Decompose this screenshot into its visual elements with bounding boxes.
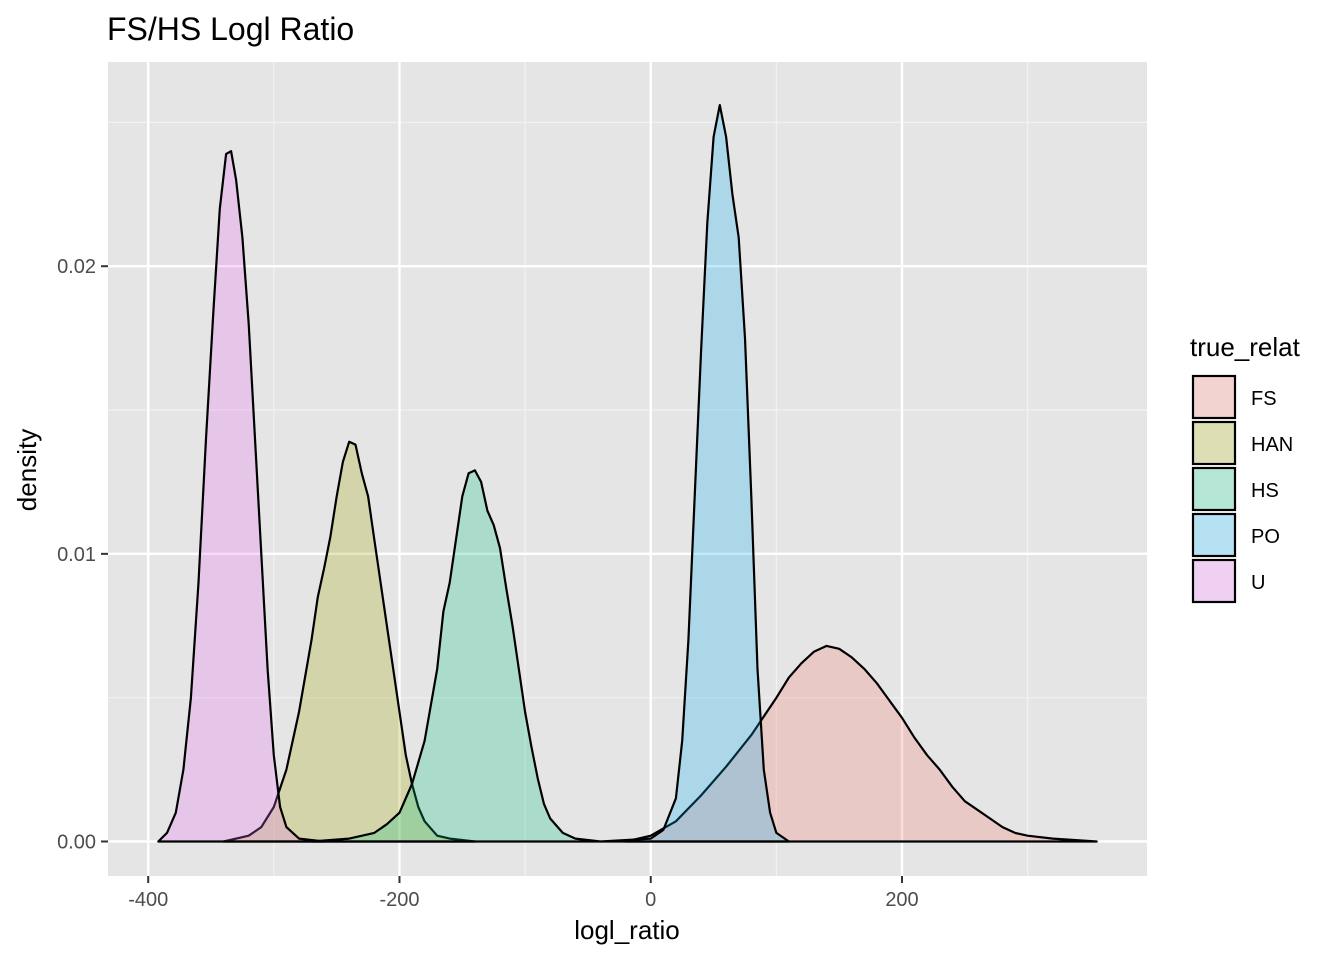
- density-area-po: [599, 104, 790, 843]
- y-axis: 0.00 0.01 0.02: [57, 256, 108, 853]
- legend: true_relat FS HAN HS PO U: [1190, 332, 1301, 604]
- legend-key-u: [1191, 558, 1237, 604]
- legend-key-fs: [1191, 374, 1237, 420]
- legend-key-po: [1191, 512, 1237, 558]
- x-tick-label: 0: [645, 889, 656, 911]
- legend-label-han: HAN: [1251, 434, 1293, 456]
- x-axis-title: logl_ratio: [574, 915, 680, 945]
- x-tick-label: -200: [379, 889, 419, 911]
- y-tick-label: 0.00: [57, 831, 96, 853]
- legend-key-bg: [1193, 376, 1235, 418]
- minor-gridlines: [108, 62, 1147, 876]
- legend-key-hs: [1191, 466, 1237, 512]
- density-area-hs: [310, 469, 602, 843]
- density-area-fs: [624, 644, 1098, 843]
- plot-panel: [108, 62, 1147, 876]
- chart-title: FS/HS Logl Ratio: [107, 11, 354, 47]
- density-areas: [157, 104, 1098, 843]
- legend-label-u: U: [1251, 572, 1265, 594]
- y-axis-title: density: [12, 429, 42, 511]
- legend-label-hs: HS: [1251, 480, 1279, 502]
- legend-key-bg: [1193, 560, 1235, 602]
- legend-key-bg: [1193, 514, 1235, 556]
- x-tick-label: -400: [128, 889, 168, 911]
- legend-key-bg: [1193, 422, 1235, 464]
- y-tick-label: 0.01: [57, 544, 96, 566]
- legend-key-han: [1191, 420, 1237, 466]
- x-tick-label: 200: [885, 889, 918, 911]
- y-tick-label: 0.02: [57, 256, 96, 278]
- legend-key-bg: [1193, 468, 1235, 510]
- legend-label-po: PO: [1251, 526, 1280, 548]
- x-axis: -400 -200 0 200: [128, 876, 919, 911]
- legend-label-fs: FS: [1251, 388, 1277, 410]
- density-area-han: [222, 440, 476, 843]
- legend-title: true_relat: [1190, 332, 1301, 362]
- density-area-u: [157, 150, 326, 843]
